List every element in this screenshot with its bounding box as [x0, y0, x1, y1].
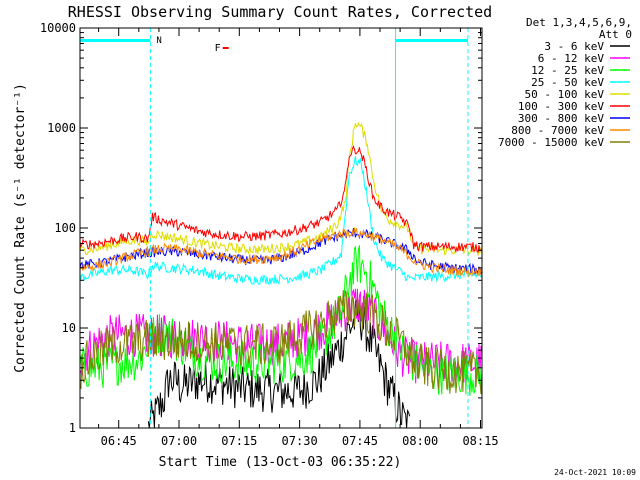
flag-f-label: F — [215, 43, 221, 54]
x-tick-label: 07:15 — [221, 434, 257, 448]
series-line-5 — [79, 145, 483, 254]
legend-header-line-2: Att 0 — [599, 28, 632, 41]
series-line-7 — [79, 227, 483, 278]
legend-label-3: 25 - 50 keV — [531, 76, 604, 89]
legend-label-5: 100 - 300 keV — [518, 100, 604, 113]
series-line-3 — [79, 156, 483, 286]
series-line-8 — [79, 290, 483, 395]
y-tick-label: 1000 — [47, 121, 76, 135]
x-tick-label: 07:30 — [282, 434, 318, 448]
axes-layer: 1 10 100 1000 10000 06:45 07:00 07:15 07:30 07:45… — [40, 21, 499, 448]
flag-n-label: N — [156, 36, 161, 46]
legend-label-2: 12 - 25 keV — [531, 64, 604, 77]
flag-f-bar — [222, 47, 229, 49]
y-axis-label: Corrected Count Rate (s⁻¹ detector⁻¹) — [13, 83, 28, 373]
saa-bar — [80, 39, 151, 42]
legend-label-7: 800 - 7000 keV — [511, 124, 604, 137]
x-tick-label: 07:45 — [342, 434, 378, 448]
date-stamp: 24-Oct-2021 10:09 — [554, 468, 636, 477]
legend-label-4: 50 - 100 keV — [525, 88, 605, 101]
chart-title: RHESSI Observing Summary Count Rates, Co… — [68, 3, 492, 21]
legend-label-8: 7000 - 15000 keV — [498, 136, 604, 149]
x-tick-label: 08:00 — [402, 434, 438, 448]
legend-header-line-1: Det 1,3,4,5,6,9, — [526, 16, 632, 29]
x-tick-label: 06:45 — [101, 434, 137, 448]
y-tick-label: 100 — [54, 221, 76, 235]
x-tick-label: 07:00 — [161, 434, 197, 448]
x-axis-label: Start Time (13-Oct-03 06:35:22) — [159, 455, 402, 470]
series-line-6 — [79, 228, 483, 275]
y-tick-label: 10 — [62, 321, 76, 335]
y-tick-label: 10000 — [40, 21, 76, 35]
series-layer — [79, 121, 483, 429]
y-tick-label: 1 — [69, 421, 76, 435]
legend-label-0: 3 - 6 keV — [544, 40, 604, 53]
legend-label-6: 300 - 800 keV — [518, 112, 604, 125]
x-tick-label: 08:15 — [462, 434, 498, 448]
legend-label-1: 6 - 12 keV — [538, 52, 605, 65]
series-line-0 — [147, 299, 411, 429]
night-bar — [395, 39, 468, 42]
